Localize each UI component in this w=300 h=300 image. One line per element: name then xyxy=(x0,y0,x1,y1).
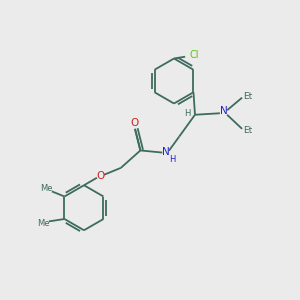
Text: H: H xyxy=(184,109,191,118)
Text: O: O xyxy=(96,171,105,181)
Text: Et: Et xyxy=(244,126,253,135)
Text: Me: Me xyxy=(40,184,52,193)
Text: N: N xyxy=(220,106,227,116)
Text: Me: Me xyxy=(37,219,49,228)
Text: N: N xyxy=(162,147,170,157)
Text: H: H xyxy=(169,155,175,164)
Text: Cl: Cl xyxy=(189,50,199,61)
Text: O: O xyxy=(131,118,139,128)
Text: Et: Et xyxy=(244,92,253,101)
